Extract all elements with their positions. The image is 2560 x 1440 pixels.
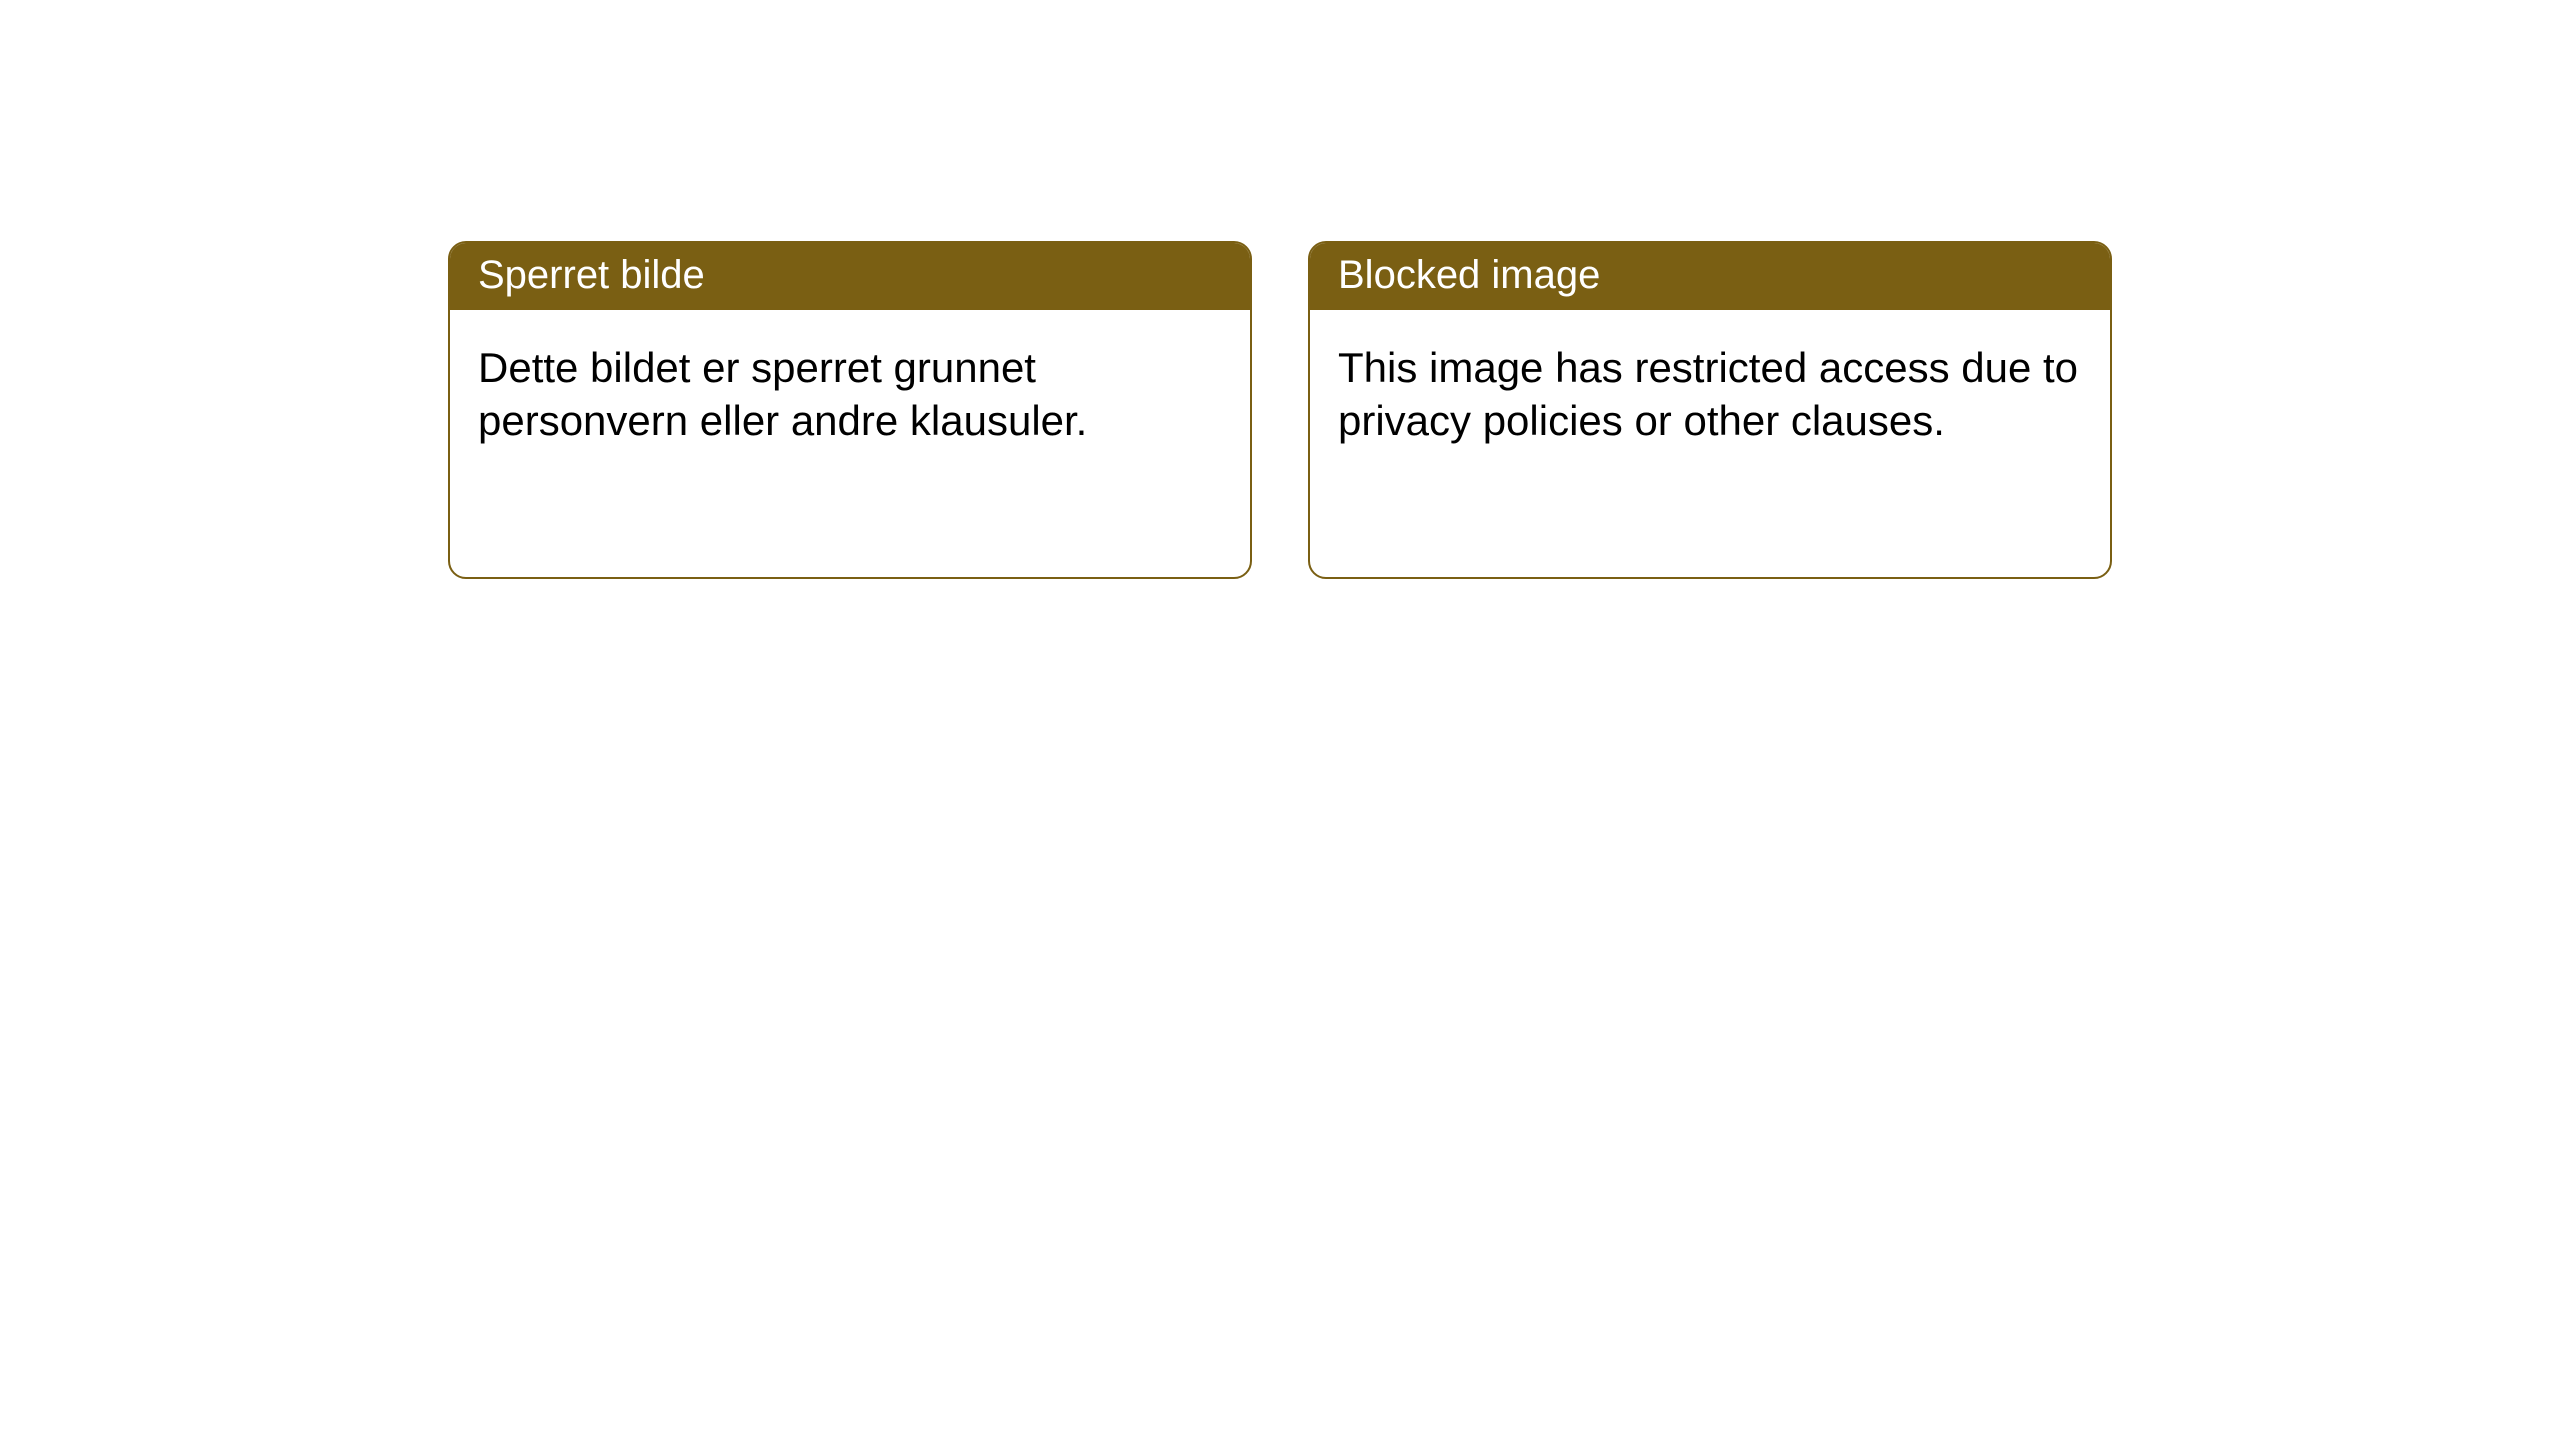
notice-card-title: Blocked image <box>1310 243 2110 310</box>
notice-card-body: Dette bildet er sperret grunnet personve… <box>450 310 1250 475</box>
notice-card-title: Sperret bilde <box>450 243 1250 310</box>
notice-card-body: This image has restricted access due to … <box>1310 310 2110 475</box>
notice-cards-container: Sperret bilde Dette bildet er sperret gr… <box>0 0 2560 579</box>
notice-card-norwegian: Sperret bilde Dette bildet er sperret gr… <box>448 241 1252 579</box>
notice-card-english: Blocked image This image has restricted … <box>1308 241 2112 579</box>
